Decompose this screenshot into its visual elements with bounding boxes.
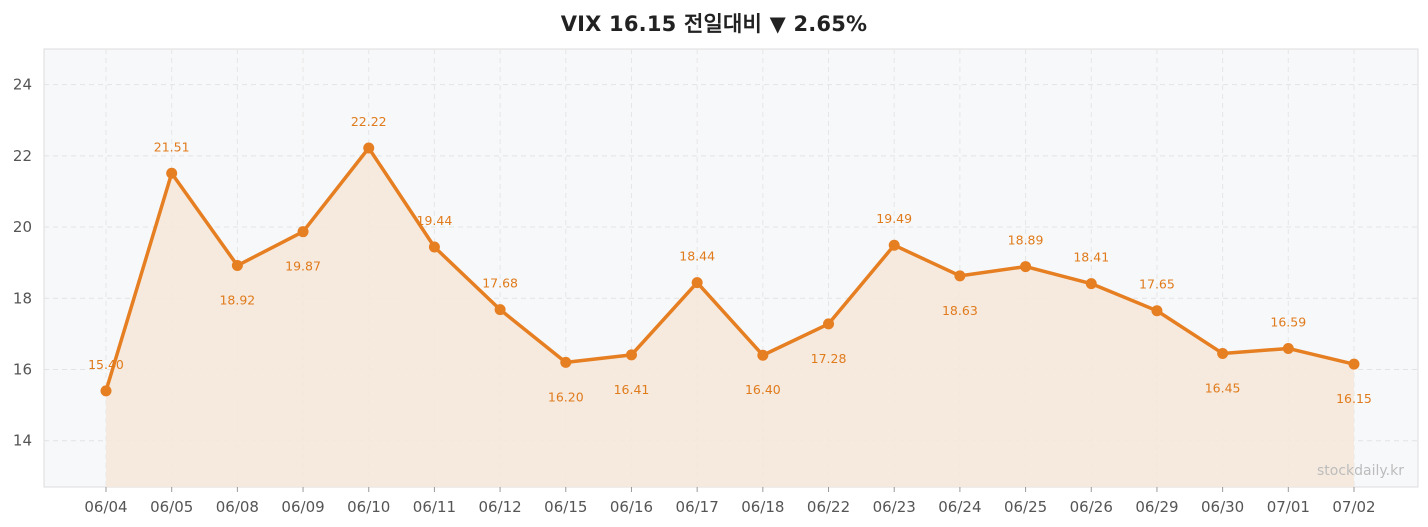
data-point — [494, 304, 506, 316]
data-label: 16.15 — [1336, 391, 1372, 406]
data-point — [1348, 358, 1360, 370]
x-tick-label: 06/10 — [347, 498, 390, 516]
x-tick-label: 06/24 — [938, 498, 981, 516]
data-point — [823, 318, 835, 330]
data-point — [691, 277, 703, 289]
data-label: 19.44 — [417, 213, 453, 228]
x-tick-label: 06/15 — [544, 498, 587, 516]
x-tick-label: 06/26 — [1070, 498, 1113, 516]
data-point — [297, 226, 309, 238]
data-point — [954, 270, 966, 282]
data-label: 19.87 — [285, 259, 321, 274]
data-label: 18.92 — [219, 293, 255, 308]
y-tick-label: 14 — [13, 432, 32, 450]
data-label: 17.65 — [1139, 277, 1175, 292]
data-point — [428, 241, 440, 253]
data-label: 16.20 — [548, 389, 584, 404]
x-tick-label: 06/04 — [84, 498, 127, 516]
data-label: 16.59 — [1270, 314, 1306, 329]
x-tick-label: 06/17 — [676, 498, 719, 516]
x-tick-label: 07/02 — [1332, 498, 1375, 516]
data-point — [166, 167, 178, 179]
data-label: 16.41 — [614, 382, 650, 397]
y-tick-label: 20 — [13, 218, 32, 236]
x-tick-label: 06/18 — [741, 498, 784, 516]
data-label: 22.22 — [351, 114, 387, 129]
data-point — [560, 356, 572, 368]
data-label: 16.45 — [1205, 380, 1241, 395]
data-label: 18.44 — [679, 249, 715, 264]
data-point — [888, 239, 900, 251]
data-point — [100, 385, 112, 397]
x-tick-label: 06/30 — [1201, 498, 1244, 516]
y-tick-label: 18 — [13, 289, 32, 307]
y-tick-label: 16 — [13, 360, 32, 378]
y-tick-label: 24 — [13, 76, 32, 94]
x-tick-label: 06/16 — [610, 498, 653, 516]
data-label: 15.40 — [88, 357, 124, 372]
data-label: 18.89 — [1008, 233, 1044, 248]
data-point — [757, 349, 769, 361]
data-label: 18.63 — [942, 303, 978, 318]
x-tick-label: 06/08 — [216, 498, 259, 516]
data-label: 17.28 — [811, 351, 847, 366]
x-tick-label: 06/09 — [281, 498, 324, 516]
data-point — [1085, 278, 1097, 290]
x-tick-label: 07/01 — [1267, 498, 1310, 516]
data-label: 18.41 — [1073, 250, 1109, 265]
x-tick-label: 06/22 — [807, 498, 850, 516]
data-label: 21.51 — [154, 139, 190, 154]
data-point — [1282, 342, 1294, 354]
chart-title: VIX 16.15 전일대비 ▼ 2.65% — [560, 12, 868, 36]
x-tick-label: 06/05 — [150, 498, 193, 516]
y-tick-label: 22 — [13, 147, 32, 165]
data-point — [231, 260, 243, 272]
data-point — [363, 142, 375, 154]
x-tick-label: 06/11 — [413, 498, 456, 516]
x-tick-label: 06/25 — [1004, 498, 1047, 516]
data-point — [1217, 347, 1229, 359]
data-label: 19.49 — [876, 211, 912, 226]
x-tick-label: 06/29 — [1135, 498, 1178, 516]
watermark: stockdaily.kr — [1317, 463, 1404, 479]
area-fill — [106, 147, 1354, 487]
series-line — [104, 146, 1355, 392]
data-point — [1151, 305, 1163, 317]
data-label: 17.68 — [482, 276, 518, 291]
data-point — [625, 349, 637, 361]
data-point — [1020, 261, 1032, 273]
data-label: 16.40 — [745, 382, 781, 397]
x-tick-label: 06/12 — [478, 498, 521, 516]
x-tick-label: 06/23 — [873, 498, 916, 516]
